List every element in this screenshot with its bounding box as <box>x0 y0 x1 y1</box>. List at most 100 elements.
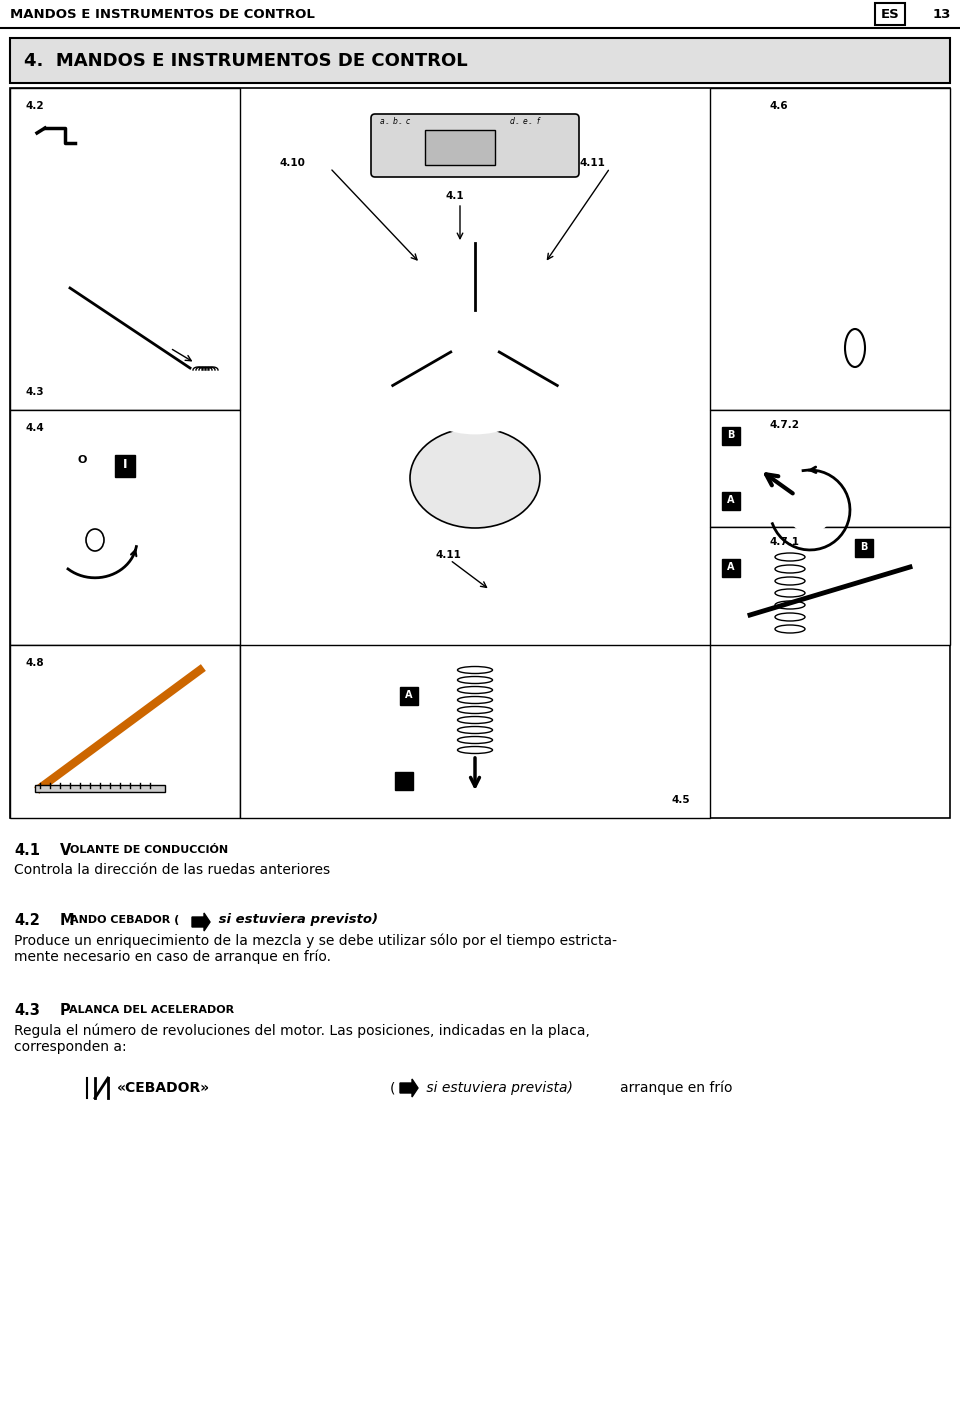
Text: Produce un enriquecimiento de la mezcla y se debe utilizar sólo por el tiempo es: Produce un enriquecimiento de la mezcla … <box>14 933 617 947</box>
Text: 4.7.2: 4.7.2 <box>770 421 800 431</box>
Text: 4.5: 4.5 <box>672 796 690 806</box>
Text: Controla la dirección de las ruedas anteriores: Controla la dirección de las ruedas ante… <box>14 863 330 877</box>
Bar <box>10 39 950 83</box>
Bar <box>722 559 740 578</box>
Text: M: M <box>60 913 75 928</box>
Text: a: a <box>380 117 385 125</box>
Ellipse shape <box>458 726 492 733</box>
Bar <box>10 88 240 411</box>
Text: Regula el número de revoluciones del motor. Las posiciones, indicadas en la plac: Regula el número de revoluciones del mot… <box>14 1022 589 1038</box>
Text: 4.4: 4.4 <box>26 424 45 434</box>
Text: I: I <box>123 459 128 472</box>
Ellipse shape <box>410 428 540 528</box>
Text: b: b <box>393 117 397 125</box>
Text: ES: ES <box>880 7 900 20</box>
Bar <box>10 411 240 645</box>
Ellipse shape <box>775 613 805 620</box>
Text: 4.1: 4.1 <box>445 191 464 201</box>
Text: V: V <box>60 843 71 858</box>
Text: B: B <box>728 431 734 441</box>
FancyBboxPatch shape <box>371 114 579 177</box>
Text: 4.11: 4.11 <box>580 158 606 168</box>
Ellipse shape <box>458 686 492 693</box>
Text: c: c <box>406 117 410 125</box>
Circle shape <box>788 488 832 532</box>
Bar <box>722 492 740 511</box>
Text: OLANTE DE CONDUCCIÓN: OLANTE DE CONDUCCIÓN <box>70 846 228 856</box>
Text: corresponden a:: corresponden a: <box>14 1040 127 1054</box>
Bar <box>395 771 413 790</box>
Ellipse shape <box>775 565 805 573</box>
Ellipse shape <box>845 329 865 366</box>
Text: si estuviera prevista): si estuviera prevista) <box>422 1081 573 1095</box>
Ellipse shape <box>775 589 805 597</box>
Ellipse shape <box>458 746 492 753</box>
Bar <box>710 88 950 411</box>
Text: P: P <box>60 1002 71 1018</box>
Text: si estuviera previsto): si estuviera previsto) <box>214 913 378 925</box>
Bar <box>115 455 135 478</box>
Bar <box>710 411 950 528</box>
Text: ALANCA DEL ACELERADOR: ALANCA DEL ACELERADOR <box>69 1005 234 1015</box>
Ellipse shape <box>775 578 805 585</box>
Text: e: e <box>523 117 528 125</box>
Text: -: - <box>516 120 518 125</box>
Text: «CEBADOR»: «CEBADOR» <box>117 1081 210 1095</box>
Ellipse shape <box>775 553 805 560</box>
Text: 4.7.1: 4.7.1 <box>770 538 800 548</box>
Bar <box>710 528 950 645</box>
Text: MANDOS E INSTRUMENTOS DE CONTROL: MANDOS E INSTRUMENTOS DE CONTROL <box>10 7 315 20</box>
Text: 4.2: 4.2 <box>26 101 44 111</box>
Bar <box>875 3 905 26</box>
Bar <box>400 687 418 704</box>
Circle shape <box>380 242 570 434</box>
Text: 4.1: 4.1 <box>14 843 40 858</box>
Text: A: A <box>405 690 413 700</box>
Text: ANDO CEBADOR (: ANDO CEBADOR ( <box>70 915 180 925</box>
Bar <box>855 539 873 558</box>
Text: 4.2: 4.2 <box>14 913 40 928</box>
Text: 4.11: 4.11 <box>435 550 461 560</box>
Ellipse shape <box>775 600 805 609</box>
Text: -: - <box>529 120 531 125</box>
Bar <box>10 645 240 819</box>
Text: 4.3: 4.3 <box>26 386 44 396</box>
Ellipse shape <box>458 696 492 703</box>
Bar <box>722 426 740 445</box>
Circle shape <box>73 518 117 562</box>
Text: 4.8: 4.8 <box>26 657 44 667</box>
Text: A: A <box>728 562 734 572</box>
Text: f: f <box>536 117 539 125</box>
Ellipse shape <box>458 666 492 673</box>
Text: -: - <box>398 120 401 125</box>
Text: d: d <box>510 117 515 125</box>
Text: O: O <box>78 455 86 465</box>
Text: -: - <box>386 120 388 125</box>
Text: A: A <box>728 495 734 505</box>
Circle shape <box>780 258 840 318</box>
Text: 4.6: 4.6 <box>770 101 788 111</box>
Ellipse shape <box>775 625 805 633</box>
Circle shape <box>447 309 503 366</box>
Text: (: ( <box>390 1081 395 1095</box>
Bar <box>35 784 165 791</box>
Bar <box>10 88 950 819</box>
Text: mente necesario en caso de arranque en frío.: mente necesario en caso de arranque en f… <box>14 950 331 964</box>
Circle shape <box>70 448 94 472</box>
Ellipse shape <box>458 706 492 713</box>
Text: 13: 13 <box>933 7 951 20</box>
Text: 4.3: 4.3 <box>14 1002 40 1018</box>
Text: B: B <box>400 796 408 806</box>
Text: arranque en frío: arranque en frío <box>620 1081 732 1095</box>
Ellipse shape <box>86 529 104 550</box>
Polygon shape <box>400 1079 418 1097</box>
Bar <box>240 645 710 819</box>
Ellipse shape <box>458 716 492 723</box>
Bar <box>425 130 495 165</box>
Ellipse shape <box>458 676 492 683</box>
Text: 4.  MANDOS E INSTRUMENTOS DE CONTROL: 4. MANDOS E INSTRUMENTOS DE CONTROL <box>24 51 468 70</box>
Ellipse shape <box>458 736 492 743</box>
Polygon shape <box>192 913 210 931</box>
Text: 4.10: 4.10 <box>280 158 306 168</box>
Text: B: B <box>860 542 868 552</box>
